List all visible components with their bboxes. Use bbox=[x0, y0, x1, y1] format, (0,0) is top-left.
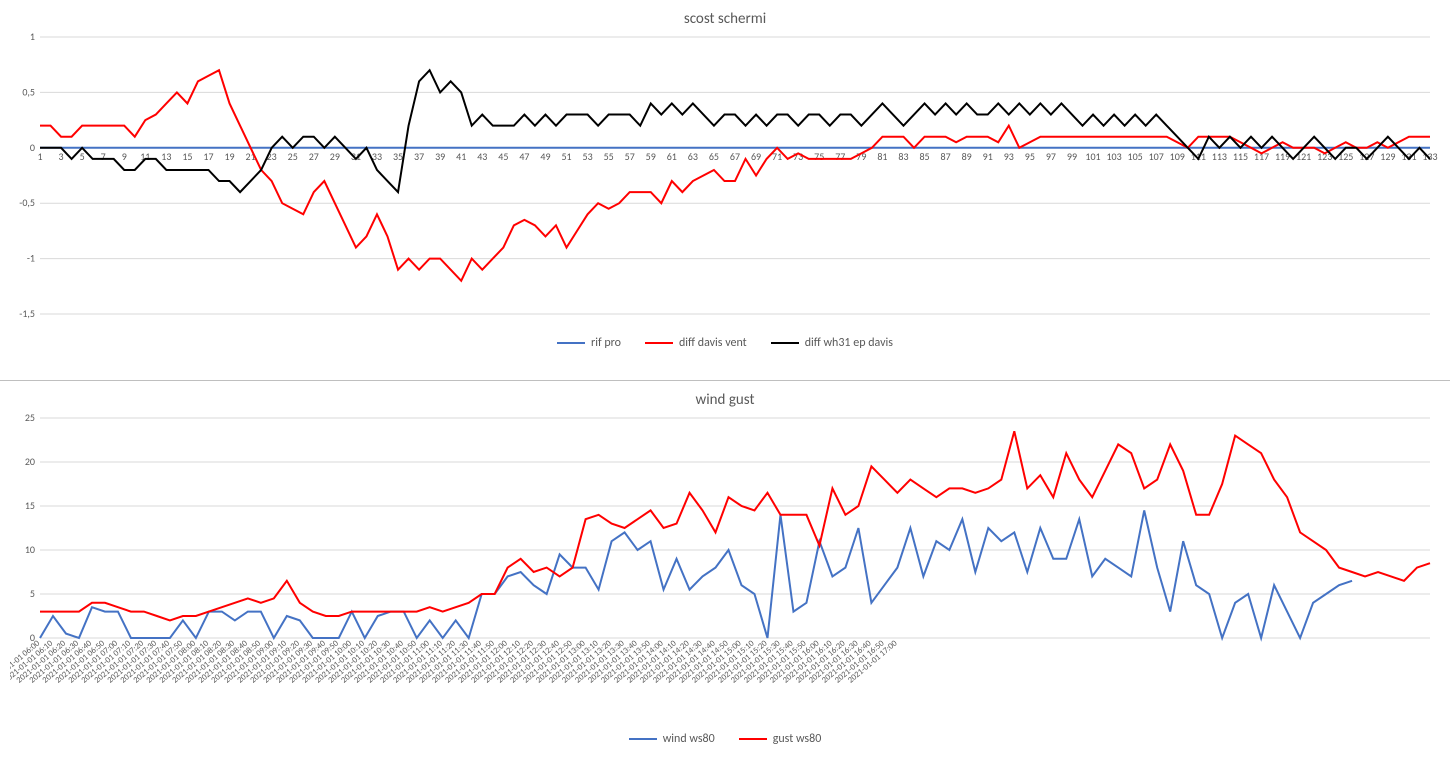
svg-text:107: 107 bbox=[1149, 150, 1164, 163]
svg-text:77: 77 bbox=[835, 150, 845, 163]
chart-wind-gust: wind gust 05101520252021-01-01 06:002021… bbox=[0, 381, 1450, 761]
svg-text:17: 17 bbox=[203, 150, 213, 163]
svg-text:103: 103 bbox=[1106, 150, 1121, 163]
legend-label: diff wh31 ep davis bbox=[805, 336, 893, 350]
svg-text:35: 35 bbox=[393, 150, 403, 163]
svg-text:41: 41 bbox=[456, 150, 466, 163]
svg-text:-0,5: -0,5 bbox=[19, 196, 35, 209]
chart1-plot: -1,5-1-0,500,511357911131517192123252729… bbox=[10, 32, 1440, 332]
svg-text:89: 89 bbox=[962, 150, 972, 163]
svg-text:-1,5: -1,5 bbox=[19, 307, 35, 320]
svg-text:7: 7 bbox=[101, 150, 106, 163]
svg-text:133: 133 bbox=[1422, 150, 1437, 163]
svg-text:111: 111 bbox=[1191, 150, 1206, 163]
svg-text:119: 119 bbox=[1275, 150, 1290, 163]
legend-label: diff davis vent bbox=[679, 336, 747, 350]
chart2-legend: wind ws80 gust ws80 bbox=[10, 730, 1440, 746]
chart1-legend: rif pro diff davis vent diff wh31 ep davis bbox=[10, 334, 1440, 350]
svg-text:15: 15 bbox=[182, 150, 192, 163]
svg-text:53: 53 bbox=[583, 150, 593, 163]
chart2-plot: 05101520252021-01-01 06:002021-01-01 06:… bbox=[10, 413, 1440, 728]
svg-text:37: 37 bbox=[414, 150, 424, 163]
svg-text:101: 101 bbox=[1085, 150, 1100, 163]
svg-text:51: 51 bbox=[561, 150, 571, 163]
legend-item: diff wh31 ep davis bbox=[771, 336, 893, 350]
svg-text:0,5: 0,5 bbox=[22, 85, 35, 98]
svg-text:97: 97 bbox=[1046, 150, 1056, 163]
svg-text:5: 5 bbox=[30, 587, 35, 600]
dashboard: scost schermi -1,5-1-0,500,5113579111315… bbox=[0, 0, 1450, 761]
svg-text:49: 49 bbox=[540, 150, 550, 163]
svg-text:99: 99 bbox=[1067, 150, 1077, 163]
legend-swatch bbox=[645, 342, 673, 344]
svg-text:93: 93 bbox=[1004, 150, 1014, 163]
svg-text:85: 85 bbox=[919, 150, 929, 163]
legend-item: rif pro bbox=[557, 336, 621, 350]
svg-text:65: 65 bbox=[709, 150, 719, 163]
svg-text:55: 55 bbox=[604, 150, 614, 163]
svg-text:129: 129 bbox=[1380, 150, 1395, 163]
svg-text:109: 109 bbox=[1170, 150, 1185, 163]
svg-text:13: 13 bbox=[161, 150, 171, 163]
svg-text:115: 115 bbox=[1233, 150, 1248, 163]
svg-text:123: 123 bbox=[1317, 150, 1332, 163]
svg-text:75: 75 bbox=[814, 150, 824, 163]
legend-label: rif pro bbox=[591, 336, 621, 350]
svg-text:131: 131 bbox=[1401, 150, 1416, 163]
chart1-title: scost schermi bbox=[10, 10, 1440, 28]
svg-text:63: 63 bbox=[688, 150, 698, 163]
legend-swatch bbox=[771, 342, 799, 344]
svg-text:10: 10 bbox=[25, 543, 35, 556]
svg-text:67: 67 bbox=[730, 150, 740, 163]
legend-label: wind ws80 bbox=[663, 732, 715, 746]
svg-text:25: 25 bbox=[288, 150, 298, 163]
svg-text:125: 125 bbox=[1338, 150, 1353, 163]
svg-text:95: 95 bbox=[1025, 150, 1035, 163]
svg-text:20: 20 bbox=[25, 455, 35, 468]
svg-text:-1: -1 bbox=[27, 252, 35, 265]
svg-text:5: 5 bbox=[80, 150, 85, 163]
svg-text:47: 47 bbox=[519, 150, 529, 163]
legend-label: gust ws80 bbox=[773, 732, 822, 746]
svg-text:113: 113 bbox=[1212, 150, 1227, 163]
chart2-title: wind gust bbox=[10, 391, 1440, 409]
svg-text:19: 19 bbox=[224, 150, 234, 163]
svg-text:57: 57 bbox=[625, 150, 635, 163]
chart-scost-schermi: scost schermi -1,5-1-0,500,5113579111315… bbox=[0, 0, 1450, 381]
svg-text:61: 61 bbox=[667, 150, 677, 163]
legend-swatch bbox=[739, 738, 767, 740]
svg-text:0: 0 bbox=[30, 141, 35, 154]
svg-text:127: 127 bbox=[1359, 150, 1374, 163]
svg-text:117: 117 bbox=[1254, 150, 1269, 163]
svg-text:9: 9 bbox=[122, 150, 127, 163]
legend-swatch bbox=[629, 738, 657, 740]
svg-text:45: 45 bbox=[498, 150, 508, 163]
svg-text:27: 27 bbox=[309, 150, 319, 163]
svg-text:29: 29 bbox=[330, 150, 340, 163]
svg-text:83: 83 bbox=[898, 150, 908, 163]
svg-text:1: 1 bbox=[37, 150, 42, 163]
svg-text:1: 1 bbox=[30, 32, 35, 43]
svg-text:25: 25 bbox=[25, 413, 35, 424]
svg-text:43: 43 bbox=[477, 150, 487, 163]
svg-text:121: 121 bbox=[1296, 150, 1311, 163]
svg-text:81: 81 bbox=[877, 150, 887, 163]
svg-text:91: 91 bbox=[983, 150, 993, 163]
svg-text:11: 11 bbox=[140, 150, 150, 163]
svg-text:39: 39 bbox=[435, 150, 445, 163]
svg-text:3: 3 bbox=[59, 150, 64, 163]
svg-text:15: 15 bbox=[25, 499, 35, 512]
legend-swatch bbox=[557, 342, 585, 344]
legend-item: diff davis vent bbox=[645, 336, 747, 350]
legend-item: wind ws80 bbox=[629, 732, 715, 746]
svg-text:87: 87 bbox=[941, 150, 951, 163]
legend-item: gust ws80 bbox=[739, 732, 822, 746]
svg-text:105: 105 bbox=[1128, 150, 1143, 163]
svg-text:69: 69 bbox=[751, 150, 761, 163]
svg-text:59: 59 bbox=[646, 150, 656, 163]
